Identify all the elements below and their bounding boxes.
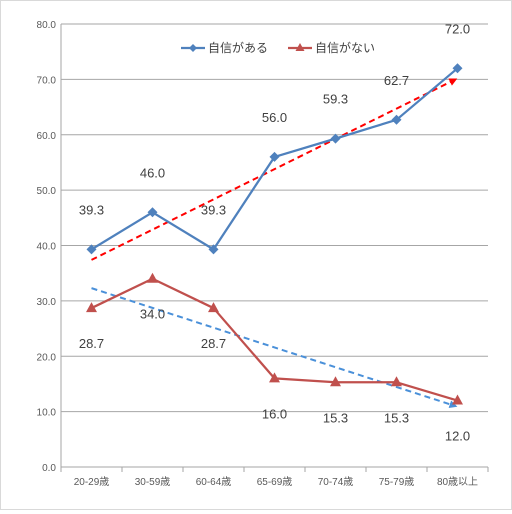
trendlines: [91, 78, 458, 409]
x-tick-label: 80歳以上: [437, 476, 478, 488]
data-point-diamond: [208, 244, 219, 255]
data-label: 16.0: [262, 406, 287, 421]
data-label: 28.7: [201, 336, 226, 351]
x-tick-label: 60-64歳: [196, 476, 232, 488]
data-label: 39.3: [79, 202, 104, 217]
trendline: [91, 78, 458, 261]
y-tick-label: 60.0: [37, 131, 57, 142]
legend-marker: [189, 44, 197, 52]
x-tick-label: 70-74歳: [318, 476, 354, 488]
data-labels: 39.3 46.0 39.3 56.0 59.3 62.7 72.0 28.7 34.0 28.7…: [79, 21, 470, 443]
x-tick-label: 75-79歳: [379, 476, 415, 488]
data-label: 15.3: [384, 410, 409, 425]
legend-label: 自信がある: [208, 40, 268, 55]
data-point-diamond: [452, 63, 463, 74]
x-axis: 20-29歳 30-59歳 60-64歳 65-69歳 70-74歳 75-79歳 80歳以…: [60, 467, 489, 488]
data-label: 15.3: [323, 410, 348, 425]
trendline: [91, 287, 458, 409]
data-point-diamond: [269, 151, 280, 162]
y-tick-label: 20.0: [37, 352, 57, 363]
x-tick-label: 20-29歳: [74, 476, 110, 488]
data-label: 34.0: [140, 307, 165, 322]
y-tick-label: 0.0: [42, 463, 56, 474]
legend: 自信がある 自信がない: [181, 40, 375, 55]
gridlines: [60, 23, 488, 468]
y-tick-label: 50.0: [37, 186, 57, 197]
data-point-triangle: [208, 302, 219, 313]
data-point-diamond: [391, 114, 402, 125]
data-point-diamond: [86, 244, 97, 255]
x-tick-label: 65-69歳: [257, 476, 293, 488]
data-label: 28.7: [79, 336, 104, 351]
data-label: 39.3: [201, 202, 226, 217]
data-label: 72.0: [445, 21, 470, 36]
y-tick-label: 30.0: [37, 297, 57, 308]
data-point-triangle: [330, 376, 341, 387]
y-tick-label: 40.0: [37, 242, 57, 253]
data-point-diamond: [330, 133, 341, 144]
y-tick-label: 80.0: [37, 20, 57, 31]
y-tick-label: 70.0: [37, 75, 57, 86]
series-group: [86, 63, 463, 405]
data-point-triangle: [391, 376, 402, 387]
y-axis: 0.0 10.0 20.0 30.0 40.0 50.0 60.0 70.0 80.0: [37, 20, 57, 474]
data-label: 12.0: [445, 429, 470, 444]
data-point-triangle: [269, 372, 280, 383]
data-label: 56.0: [262, 110, 287, 125]
data-label: 46.0: [140, 165, 165, 180]
data-point-triangle: [86, 302, 97, 313]
legend-marker: [295, 43, 305, 51]
y-tick-label: 10.0: [37, 408, 57, 419]
data-label: 62.7: [384, 73, 409, 88]
x-tick-label: 30-59歳: [135, 476, 171, 488]
data-label: 59.3: [323, 92, 348, 107]
legend-label: 自信がない: [315, 40, 375, 55]
data-point-triangle: [147, 272, 158, 283]
data-point-triangle: [452, 394, 463, 405]
data-point-diamond: [147, 207, 158, 218]
